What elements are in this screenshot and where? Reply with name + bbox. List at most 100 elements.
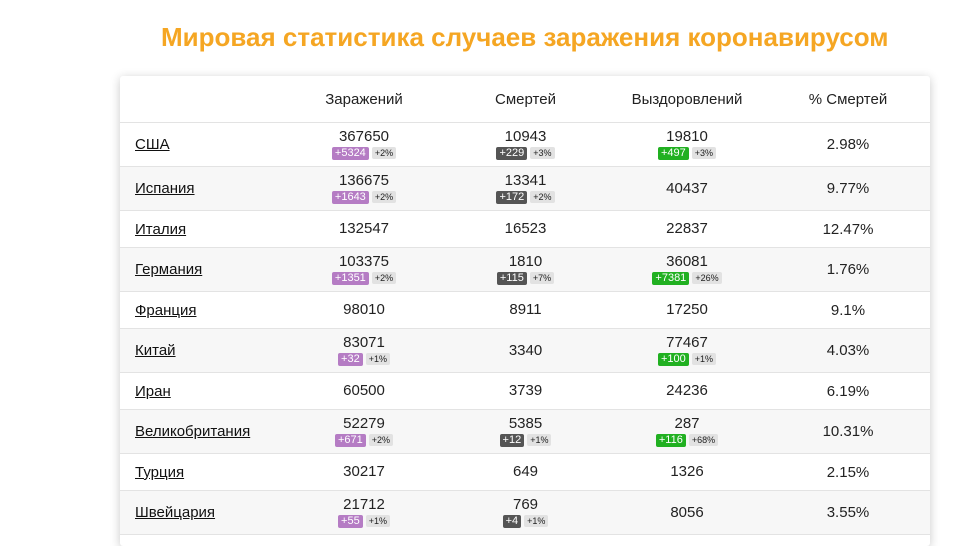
deaths-value: 5385: [443, 416, 608, 432]
cell-deaths: 16523: [443, 211, 608, 248]
cell-cases: 60500: [285, 373, 443, 410]
cases-new-badge: +5324: [332, 147, 369, 160]
cell-country: Турция: [120, 454, 285, 491]
cell-deaths: 3340: [443, 329, 608, 373]
header-death-rate: % Смертей: [766, 76, 930, 123]
deaths-deltas: +4+1%: [443, 514, 608, 528]
cases-value: 132547: [285, 221, 443, 237]
cases-deltas: +1351+2%: [285, 271, 443, 285]
cell-recovered: 1326: [608, 454, 766, 491]
recovered-value: 40437: [608, 181, 766, 197]
deaths-pct-badge: +7%: [530, 272, 554, 284]
cases-pct-badge: +1%: [366, 353, 390, 365]
deaths-new-badge: +172: [496, 191, 527, 204]
cell-recovered: 24236: [608, 373, 766, 410]
cell-death-rate: 3.55%: [766, 491, 930, 535]
country-link[interactable]: Франция: [135, 302, 196, 319]
deaths-new-badge: +4: [503, 515, 522, 528]
country-link[interactable]: Швейцария: [135, 504, 215, 521]
header-country: [120, 76, 285, 123]
deaths-value: 3340: [443, 343, 608, 359]
recovered-deltas: +7381+26%: [608, 271, 766, 285]
country-link[interactable]: Иран: [135, 383, 171, 400]
cell-country: Иран: [120, 373, 285, 410]
cell-recovered: 8056: [608, 491, 766, 535]
cell-country: Германия: [120, 248, 285, 292]
cases-deltas: +5324+2%: [285, 146, 443, 160]
cases-new-badge: +1643: [332, 191, 369, 204]
country-link[interactable]: Италия: [135, 221, 186, 238]
cell-recovered: 36081+7381+26%: [608, 248, 766, 292]
cases-value: 60500: [285, 383, 443, 399]
cell-country: Швейцария: [120, 491, 285, 535]
cases-new-badge: +55: [338, 515, 363, 528]
cell-country: Бельгия: [120, 535, 285, 546]
cases-pct-badge: +2%: [372, 191, 396, 203]
recovered-deltas: +100+1%: [608, 352, 766, 366]
cell-death-rate: 1.76%: [766, 248, 930, 292]
table-row: Бельгия20814163239867.85%: [120, 535, 930, 546]
deaths-pct-badge: +2%: [530, 191, 554, 203]
deaths-pct-badge: +1%: [524, 515, 548, 527]
cases-pct-badge: +2%: [372, 272, 396, 284]
cell-death-rate: 2.98%: [766, 123, 930, 167]
recovered-value: 17250: [608, 302, 766, 318]
country-link[interactable]: Великобритания: [135, 423, 250, 440]
cell-death-rate: 6.19%: [766, 373, 930, 410]
cell-deaths: 8911: [443, 292, 608, 329]
recovered-deltas: +497+3%: [608, 146, 766, 160]
cell-deaths: 3739: [443, 373, 608, 410]
cases-value: 136675: [285, 173, 443, 189]
recovered-value: 287: [608, 416, 766, 432]
country-link[interactable]: Испания: [135, 180, 195, 197]
cases-value: 83071: [285, 335, 443, 351]
cell-death-rate: 4.03%: [766, 329, 930, 373]
cell-deaths: 1810+115+7%: [443, 248, 608, 292]
deaths-value: 1810: [443, 254, 608, 270]
cell-recovered: 287+116+68%: [608, 410, 766, 454]
deaths-value: 769: [443, 497, 608, 513]
cases-pct-badge: +2%: [372, 147, 396, 159]
page-title: Мировая статистика случаев заражения кор…: [161, 22, 889, 53]
recovered-deltas: +116+68%: [608, 433, 766, 447]
cell-recovered: 22837: [608, 211, 766, 248]
cell-cases: 30217: [285, 454, 443, 491]
cell-death-rate: 7.85%: [766, 535, 930, 546]
cell-cases: 98010: [285, 292, 443, 329]
cell-country: Испания: [120, 167, 285, 211]
deaths-new-badge: +229: [496, 147, 527, 160]
cell-recovered: 3986: [608, 535, 766, 546]
stats-table-card: Заражений Смертей Выздоровлений % Смерте…: [120, 76, 930, 546]
cases-pct-badge: +2%: [369, 434, 393, 446]
country-link[interactable]: США: [135, 136, 170, 153]
recovered-new-badge: +100: [658, 353, 689, 366]
cases-new-badge: +32: [338, 353, 363, 366]
country-link[interactable]: Германия: [135, 261, 202, 278]
cases-value: 367650: [285, 129, 443, 145]
cell-cases: 21712+55+1%: [285, 491, 443, 535]
country-link[interactable]: Турция: [135, 464, 184, 481]
cases-value: 98010: [285, 302, 443, 318]
recovered-new-badge: +7381: [652, 272, 689, 285]
cases-value: 21712: [285, 497, 443, 513]
deaths-value: 16523: [443, 221, 608, 237]
country-link[interactable]: Китай: [135, 342, 176, 359]
table-header-row: Заражений Смертей Выздоровлений % Смерте…: [120, 76, 930, 123]
cases-deltas: +671+2%: [285, 433, 443, 447]
cell-death-rate: 2.15%: [766, 454, 930, 491]
deaths-pct-badge: +1%: [527, 434, 551, 446]
deaths-deltas: +229+3%: [443, 146, 608, 160]
deaths-pct-badge: +3%: [530, 147, 554, 159]
cell-deaths: 649: [443, 454, 608, 491]
cell-deaths: 13341+172+2%: [443, 167, 608, 211]
header-cases: Заражений: [285, 76, 443, 123]
recovered-pct-badge: +1%: [692, 353, 716, 365]
